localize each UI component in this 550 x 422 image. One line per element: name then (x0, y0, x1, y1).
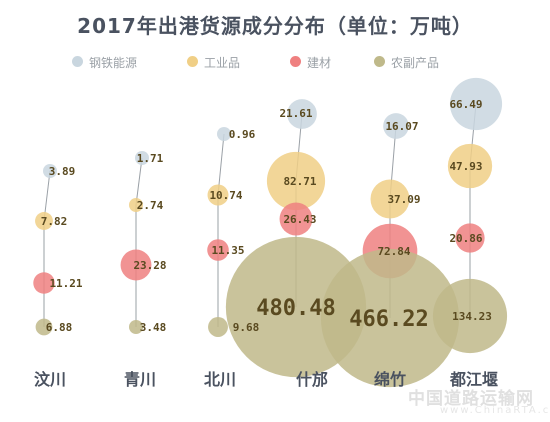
category-label-mianzhu: 绵竹 (374, 370, 406, 389)
category-label-beichuan: 北川 (204, 370, 236, 389)
value-label-steel-energy-shifang: 21.61 (279, 107, 312, 120)
bubble-steel-energy-dujiangyan (449, 77, 503, 131)
bubble-agricultural-qingchuan (129, 320, 143, 334)
bubble-industrial-wenchuan (35, 212, 53, 230)
legend-label-agricultural: 农副产品 (391, 56, 440, 70)
legend-label-steel-energy: 钢铁能源 (89, 56, 138, 70)
legend-label-industrial: 工业品 (204, 56, 241, 70)
value-label-agricultural-beichuan: 9.68 (233, 321, 260, 334)
legend-dot-building-materials (290, 56, 301, 67)
value-label-industrial-dujiangyan: 47.93 (449, 160, 482, 173)
watermark-url: www.ChinaRTA.com (440, 405, 550, 416)
bubble-steel-energy-shifang (287, 99, 317, 129)
chart-title: 2017年出港货源成分分布（单位：万吨） (77, 14, 473, 38)
value-label-steel-energy-dujiangyan: 66.49 (449, 98, 482, 111)
value-label-building-materials-qingchuan: 23.28 (133, 259, 166, 272)
bubble-industrial-beichuan (207, 184, 229, 206)
bubble-industrial-shifang (266, 151, 326, 211)
bubble-agricultural-mianzhu (320, 248, 460, 388)
bubble-building-materials-dujiangyan (455, 223, 485, 253)
value-label-building-materials-beichuan: 11.35 (211, 244, 244, 257)
bubble-steel-energy-wenchuan (43, 164, 57, 178)
legend-label-building-materials: 建材 (307, 56, 332, 70)
bubble-industrial-mianzhu (370, 179, 410, 219)
category-label-qingchuan: 青川 (124, 370, 156, 389)
value-label-agricultural-mianzhu: 466.22 (349, 307, 428, 332)
bubble-steel-energy-mianzhu (383, 113, 409, 139)
legend-dot-steel-energy (72, 56, 83, 67)
value-label-industrial-mianzhu: 37.09 (387, 193, 420, 206)
value-label-agricultural-wenchuan: 6.88 (46, 321, 73, 334)
value-label-agricultural-shifang: 480.48 (256, 296, 335, 321)
category-label-shifang: 什邡 (296, 370, 328, 389)
category-label-wenchuan: 汶川 (34, 370, 66, 389)
value-label-industrial-beichuan: 10.74 (209, 189, 242, 202)
value-label-building-materials-wenchuan: 11.21 (49, 277, 82, 290)
value-label-agricultural-qingchuan: 3.48 (140, 321, 167, 334)
bubble-building-materials-shifang (279, 202, 313, 236)
connector-line-qingchuan (135, 157, 143, 206)
watermark: 中国道路运输网 (408, 389, 534, 409)
value-label-industrial-shifang: 82.71 (283, 175, 316, 188)
bubble-steel-energy-qingchuan (135, 151, 149, 165)
value-label-building-materials-shifang: 26.43 (283, 213, 316, 226)
value-label-building-materials-dujiangyan: 20.86 (449, 232, 482, 245)
value-label-industrial-wenchuan: 7.82 (41, 215, 68, 228)
bubble-industrial-dujiangyan (447, 143, 493, 189)
value-label-building-materials-mianzhu: 72.84 (377, 245, 410, 258)
value-label-steel-energy-qingchuan: 1.71 (137, 152, 164, 165)
value-label-steel-energy-mianzhu: 16.07 (385, 120, 418, 133)
bubble-building-materials-beichuan (207, 239, 229, 261)
bubble-steel-energy-beichuan (217, 127, 231, 141)
bubble-agricultural-dujiangyan (432, 278, 508, 354)
value-label-agricultural-dujiangyan: 134.23 (452, 310, 492, 323)
legend-dot-agricultural (374, 56, 385, 67)
bubble-agricultural-beichuan (208, 317, 228, 337)
value-label-steel-energy-wenchuan: 3.89 (49, 165, 76, 178)
bubble-agricultural-wenchuan (35, 318, 53, 336)
legend: 钢铁能源 工业品 建材 农副产品 (72, 52, 492, 72)
legend-dot-industrial (187, 56, 198, 67)
category-label-dujiangyan: 都江堰 (449, 370, 498, 389)
bubble-building-materials-wenchuan (33, 272, 55, 294)
value-label-industrial-qingchuan: 2.74 (137, 199, 164, 212)
bubble-industrial-qingchuan (129, 198, 143, 212)
value-label-steel-energy-beichuan: 0.96 (229, 128, 256, 141)
bubble-building-materials-qingchuan (120, 249, 152, 281)
